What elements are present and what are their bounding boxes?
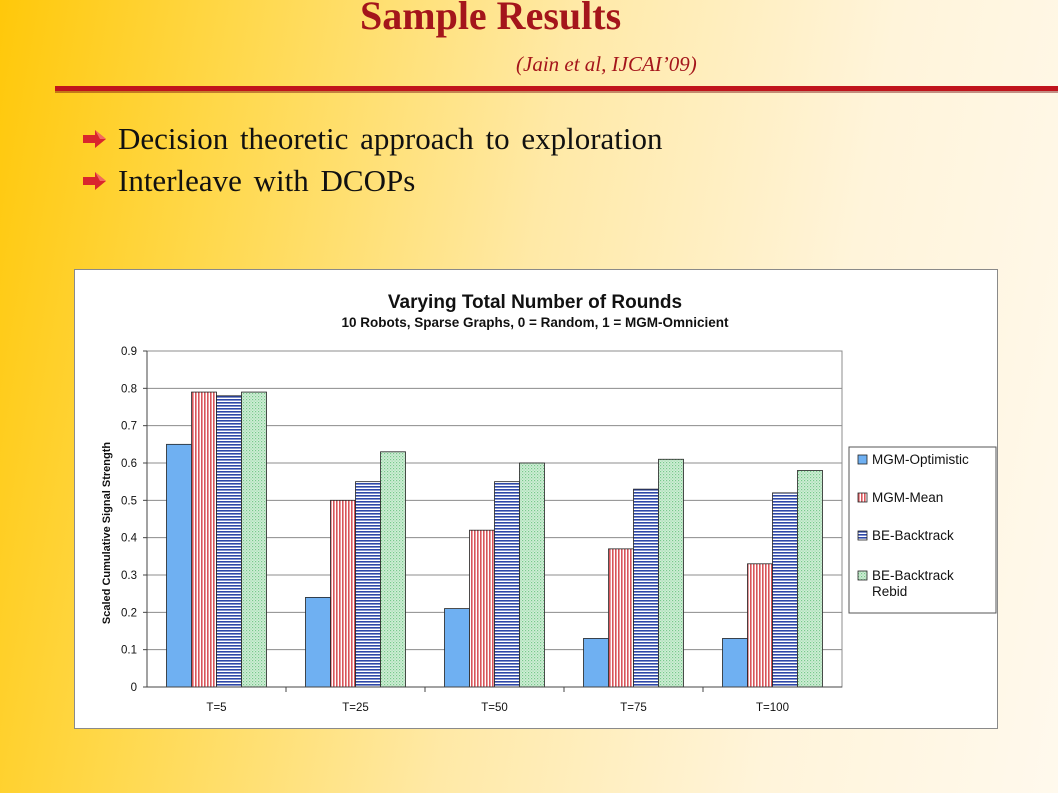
y-tick-label: 0.2 (121, 607, 137, 619)
y-tick-label: 0.4 (121, 533, 138, 545)
bar-be-backtrack-t-75 (633, 488, 659, 688)
bar-chart: Varying Total Number of Rounds 10 Robots… (101, 292, 997, 714)
chart-subtitle: 10 Robots, Sparse Graphs, 0 = Random, 1 … (341, 315, 729, 330)
bar-mgm-optimistic-t-25 (305, 596, 331, 688)
bullet-item: Interleave with DCOPs (80, 160, 663, 202)
chart-frame: Varying Total Number of Rounds 10 Robots… (74, 269, 998, 729)
legend-label-continued: Rebid (872, 584, 907, 599)
legend-label: BE-Backtrack (872, 528, 954, 543)
bar-be-backtrack-rebid-t-5 (241, 391, 267, 688)
bar-mgm-mean-t-5 (191, 391, 217, 688)
bar-be-backtrack-rebid-t-25 (380, 451, 406, 688)
bar-mgm-optimistic-t-75 (583, 638, 609, 688)
bar-be-backtrack-t-100 (772, 492, 798, 688)
slide-title: Sample Results (360, 0, 622, 38)
bar-be-backtrack-rebid-t-75 (658, 458, 684, 688)
y-tick-label: 0.1 (121, 645, 137, 657)
y-tick-label: 0 (131, 682, 137, 694)
y-tick-label: 0.5 (121, 495, 137, 507)
y-tick-label: 0.7 (121, 421, 137, 433)
legend: MGM-Optimistic MGM-Mean BE-Backtrack BE-Bac… (848, 446, 997, 614)
bullet-item: Decision theoretic approach to explorati… (80, 118, 663, 160)
bar-mgm-mean-t-50 (469, 529, 495, 688)
bullet-text: Decision theoretic approach to explorati… (118, 121, 663, 156)
bar-mgm-mean-t-25 (330, 499, 356, 688)
bullet-list: Decision theoretic approach to explorati… (80, 118, 663, 202)
bullet-text: Interleave with DCOPs (118, 163, 416, 198)
bar-mgm-optimistic-t-50 (444, 608, 470, 688)
legend-box (848, 446, 997, 614)
bar-be-backtrack-t-5 (216, 395, 242, 688)
chart-title: Varying Total Number of Rounds (388, 292, 682, 313)
title-rule-shadow (55, 91, 1058, 93)
title-rule (55, 86, 1058, 91)
axes: 0 0.1 0.2 0.3 0.4 0.5 0.6 0.7 0.8 0.9 T=5 T=25 T=50 T… (121, 346, 842, 714)
bar-be-backtrack-t-25 (355, 481, 381, 688)
slide-subtitle: (Jain et al, IJCAI’09) (516, 52, 697, 76)
bar-mgm-mean-t-75 (608, 548, 634, 688)
x-tick-label: T=25 (342, 702, 369, 714)
red-arrow-icon (83, 172, 106, 190)
bars (166, 391, 823, 688)
y-axis-label: Scaled Cumulative Signal Strength (101, 442, 113, 624)
y-tick-label: 0.9 (121, 346, 137, 358)
legend-label: BE-Backtrack (872, 568, 954, 583)
legend-swatch (857, 492, 868, 503)
bar-mgm-mean-t-100 (747, 563, 773, 688)
legend-label: MGM-Mean (872, 490, 943, 505)
x-tick-label: T=75 (620, 702, 647, 714)
red-arrow-icon (83, 130, 106, 148)
y-tick-label: 0.6 (121, 458, 137, 470)
x-tick-label: T=5 (206, 702, 226, 714)
y-tick-label: 0.8 (121, 383, 137, 395)
x-tick-label: T=50 (481, 702, 508, 714)
legend-swatch (857, 454, 868, 465)
legend-label: MGM-Optimistic (872, 452, 969, 467)
bar-be-backtrack-t-50 (494, 481, 520, 688)
bar-mgm-optimistic-t-100 (722, 638, 748, 688)
legend-swatch (857, 530, 868, 541)
legend-swatch (857, 570, 868, 581)
bar-be-backtrack-rebid-t-50 (519, 462, 545, 688)
bar-be-backtrack-rebid-t-100 (797, 470, 823, 688)
x-tick-label: T=100 (756, 702, 789, 714)
y-tick-label: 0.3 (121, 570, 137, 582)
bar-mgm-optimistic-t-5 (166, 443, 192, 688)
